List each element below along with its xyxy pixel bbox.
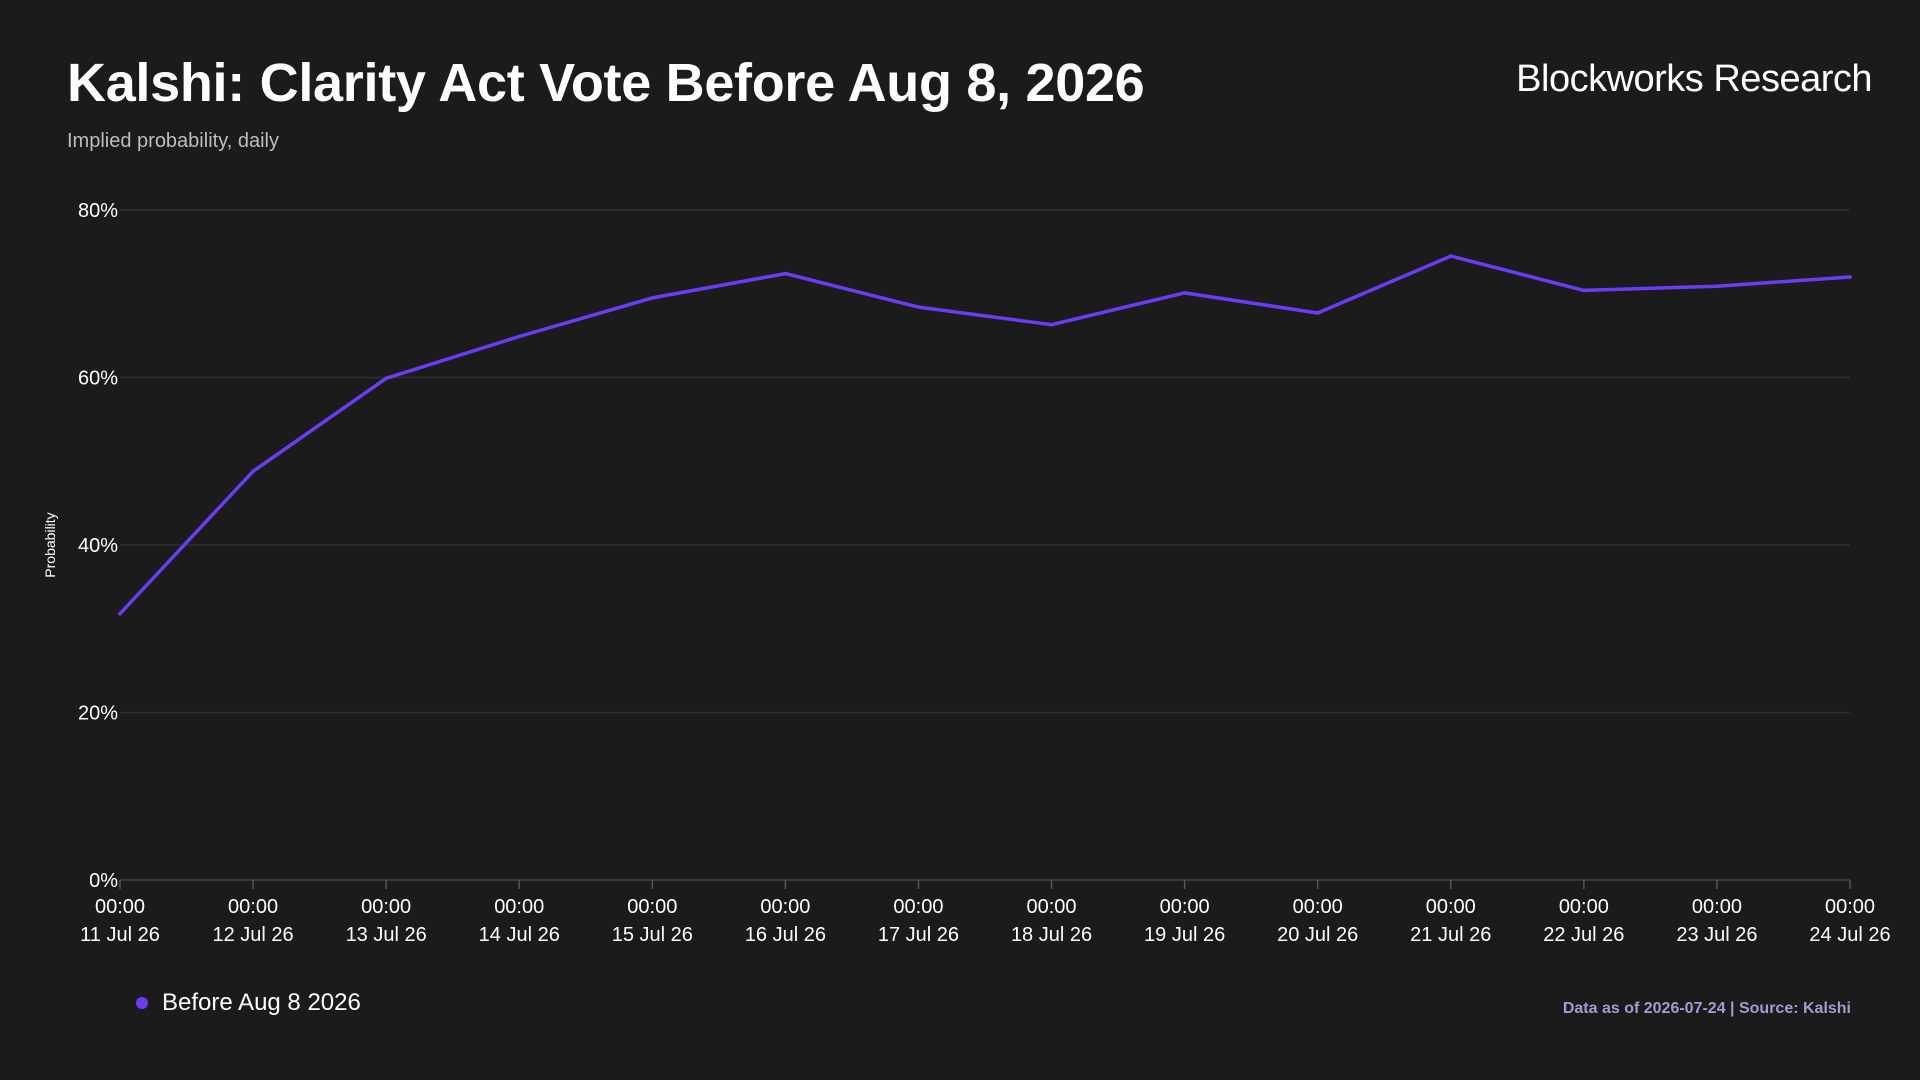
x-tick-label: 00:00 17 Jul 26 — [878, 896, 959, 946]
y-tick-label: 60% — [78, 368, 118, 390]
x-tick-label: 00:00 13 Jul 26 — [346, 896, 427, 946]
x-tick-label: 00:00 20 Jul 26 — [1277, 896, 1358, 946]
data-point — [1182, 291, 1187, 295]
data-point — [1848, 275, 1852, 279]
y-tick-label: 40% — [78, 535, 118, 557]
brand-logo: Blockworks Research — [1516, 58, 1872, 100]
data-point — [1049, 322, 1054, 327]
chart-title: Kalshi: Clarity Act Vote Before Aug 8, 2… — [67, 53, 1145, 113]
y-tick-label: 20% — [78, 703, 118, 725]
x-tick-label: 00:00 19 Jul 26 — [1144, 896, 1225, 946]
data-point — [1448, 254, 1453, 258]
data-point — [251, 469, 255, 474]
series-line — [118, 254, 1852, 616]
x-tick-label: 00:00 18 Jul 26 — [1011, 896, 1092, 946]
x-tick-label: 00:00 23 Jul 26 — [1676, 896, 1757, 946]
y-tick-label: 0% — [89, 870, 118, 892]
data-point — [118, 611, 122, 616]
chart-subtitle: Implied probability, daily — [67, 130, 279, 152]
x-tick-label: 00:00 11 Jul 26 — [80, 896, 160, 946]
data-point — [916, 305, 921, 309]
data-point — [783, 271, 788, 276]
data-point — [384, 376, 388, 381]
x-tick-label: 00:00 14 Jul 26 — [479, 896, 560, 946]
x-tick-label: 00:00 24 Jul 26 — [1809, 896, 1890, 946]
x-tick-label: 00:00 21 Jul 26 — [1410, 896, 1491, 946]
legend: Before Aug 8 2026 — [136, 989, 361, 1017]
data-point — [650, 296, 655, 300]
data-point — [1582, 288, 1586, 293]
data-point — [517, 334, 522, 339]
x-tick-label: 00:00 22 Jul 26 — [1543, 896, 1624, 946]
x-tick-label: 00:00 16 Jul 26 — [745, 896, 826, 946]
source-note: Data as of 2026-07-24 | Source: Kalshi — [1562, 1000, 1851, 1017]
data-point — [1315, 311, 1320, 315]
x-tick-label: 00:00 12 Jul 26 — [212, 896, 293, 946]
data-point — [1715, 284, 1719, 289]
x-tick-label: 00:00 15 Jul 26 — [612, 896, 693, 946]
legend-label: Before Aug 8 2026 — [162, 989, 361, 1016]
y-tick-label: 80% — [78, 200, 118, 222]
legend-swatch — [136, 997, 148, 1009]
